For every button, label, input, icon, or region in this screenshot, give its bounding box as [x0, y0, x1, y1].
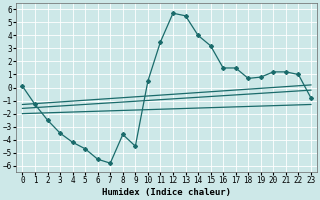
X-axis label: Humidex (Indice chaleur): Humidex (Indice chaleur): [102, 188, 231, 197]
